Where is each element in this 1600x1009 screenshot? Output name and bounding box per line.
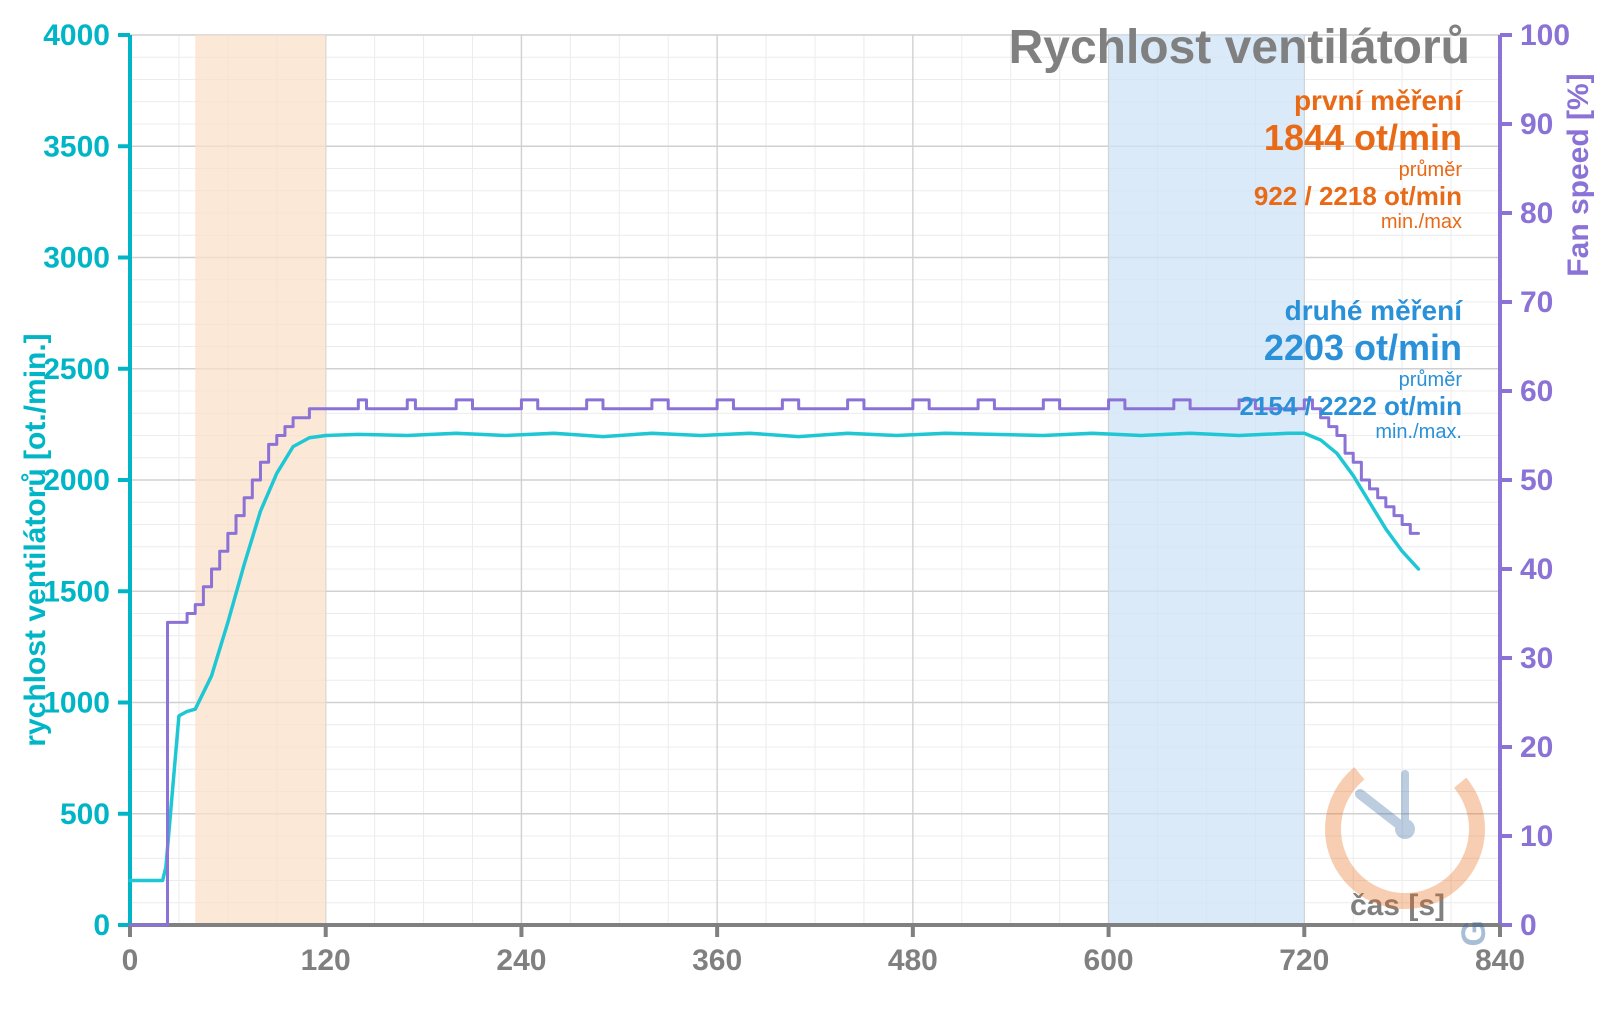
svg-text:50: 50 [1520, 464, 1553, 497]
annot2-range: 2154 / 2222 ot/min [1239, 392, 1462, 422]
svg-text:600: 600 [1084, 944, 1134, 977]
svg-text:3500: 3500 [43, 130, 110, 163]
svg-text:70: 70 [1520, 286, 1553, 319]
svg-text:Fan speed [%]: Fan speed [%] [1562, 73, 1595, 276]
annot1-sub2: min./max [1254, 211, 1462, 234]
annot1-sub1: průměr [1254, 159, 1462, 182]
chart-title: Rychlost ventilátorů [1009, 20, 1470, 75]
svg-text:rychlost ventilátorů [ot./min.: rychlost ventilátorů [ot./min.] [19, 333, 52, 746]
svg-text:840: 840 [1475, 944, 1525, 977]
annotation-second: druhé měření 2203 ot/min průměr 2154 / 2… [1239, 295, 1462, 444]
svg-text:2500: 2500 [43, 353, 110, 386]
annot1-value: 1844 ot/min [1254, 117, 1462, 158]
svg-text:0: 0 [1520, 909, 1537, 942]
svg-text:30: 30 [1520, 642, 1553, 675]
svg-text:3000: 3000 [43, 242, 110, 275]
svg-text:čas [s]: čas [s] [1350, 889, 1445, 922]
svg-text:0: 0 [122, 944, 139, 977]
fan-speed-chart: 0500100015002000250030003500400001020304… [0, 0, 1600, 1009]
svg-text:10: 10 [1520, 820, 1553, 853]
annot2-value: 2203 ot/min [1239, 327, 1462, 368]
annot1-header: první měření [1254, 85, 1462, 117]
svg-text:0: 0 [93, 909, 110, 942]
svg-text:20: 20 [1520, 731, 1553, 764]
svg-text:360: 360 [692, 944, 742, 977]
annot2-sub1: průměr [1239, 369, 1462, 392]
svg-text:240: 240 [496, 944, 546, 977]
svg-text:2000: 2000 [43, 464, 110, 497]
svg-text:1500: 1500 [43, 575, 110, 608]
svg-text:80: 80 [1520, 197, 1553, 230]
annotation-first: první měření 1844 ot/min průměr 922 / 22… [1254, 85, 1462, 234]
svg-text:40: 40 [1520, 553, 1553, 586]
chart-title-text: Rychlost ventilátorů [1009, 21, 1470, 74]
svg-text:100: 100 [1520, 19, 1570, 52]
svg-text:60: 60 [1520, 375, 1553, 408]
svg-text:720: 720 [1279, 944, 1329, 977]
svg-text:1000: 1000 [43, 687, 110, 720]
svg-text:480: 480 [888, 944, 938, 977]
svg-text:4000: 4000 [43, 19, 110, 52]
svg-text:120: 120 [301, 944, 351, 977]
annot1-range: 922 / 2218 ot/min [1254, 182, 1462, 212]
svg-text:500: 500 [60, 798, 110, 831]
annot2-header: druhé měření [1239, 295, 1462, 327]
annot2-sub2: min./max. [1239, 421, 1462, 444]
svg-text:90: 90 [1520, 108, 1553, 141]
